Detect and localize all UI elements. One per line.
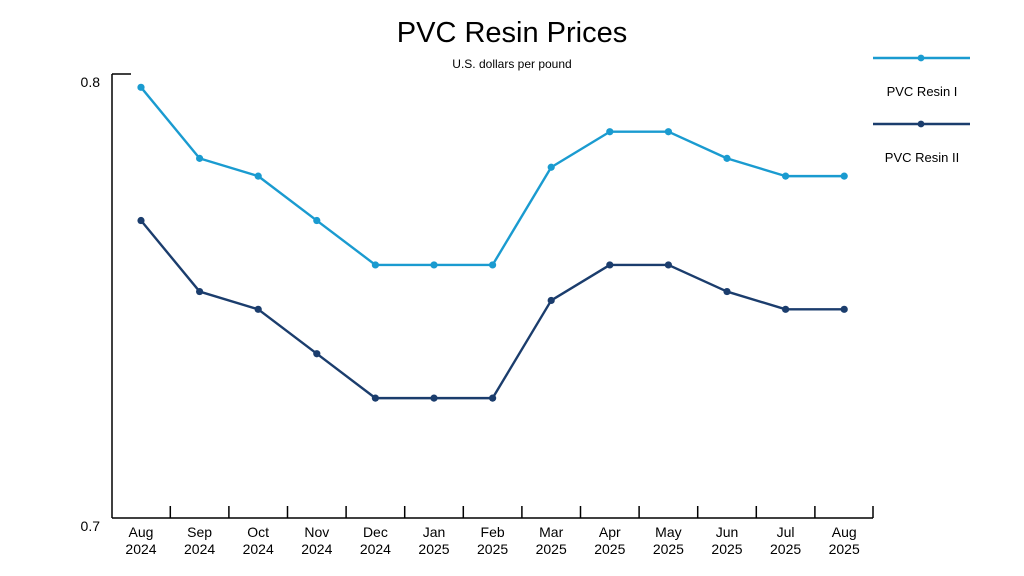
data-point	[723, 154, 731, 162]
legend-marker-1	[917, 54, 925, 62]
legend-marker-2	[917, 120, 925, 128]
legend: PVC Resin I PVC Resin II	[873, 54, 970, 165]
data-point	[371, 261, 379, 269]
data-point	[664, 261, 673, 269]
series-group	[137, 83, 848, 402]
data-point	[313, 350, 321, 358]
data-point	[606, 261, 614, 269]
legend-label-1: PVC Resin I	[887, 84, 958, 99]
data-point	[313, 216, 321, 225]
data-point	[137, 83, 145, 91]
x-tick-label: May 2025	[653, 524, 684, 557]
x-tick-label: Dec 2024	[360, 524, 391, 557]
x-tick-label: Jul 2025	[770, 524, 801, 557]
data-point	[547, 296, 555, 305]
data-point	[196, 287, 204, 296]
x-tick-label: Jun 2025	[711, 524, 742, 557]
y-tick-label: 0.7	[81, 518, 101, 534]
data-point	[254, 172, 262, 180]
x-tick-label: Sep 2024	[184, 524, 215, 557]
data-point	[489, 394, 497, 402]
data-point	[723, 287, 731, 296]
data-point	[840, 305, 848, 313]
data-point	[196, 154, 204, 162]
data-point	[430, 261, 438, 269]
data-point	[371, 394, 379, 402]
legend-label-2: PVC Resin II	[885, 150, 959, 165]
x-tick-label: Feb 2025	[477, 524, 508, 557]
x-tick-label: Mar 2025	[536, 524, 567, 557]
chart-title: PVC Resin Prices	[397, 17, 627, 49]
chart-subtitle: U.S. dollars per pound	[452, 57, 571, 71]
data-point	[489, 261, 497, 269]
series-line-1	[140, 86, 845, 267]
data-point	[430, 394, 438, 402]
data-point	[254, 305, 262, 313]
x-tick-label: Oct 2024	[243, 524, 274, 557]
axes: 0.7 0.8 Aug 2024 Sep 2024 Oct 2024 Nov 2024 Dec 202…	[81, 73, 874, 557]
data-point	[782, 172, 790, 180]
x-tick-label: Aug 2025	[829, 524, 860, 557]
y-tick-label: 0.8	[81, 74, 101, 90]
x-tick-label: Apr 2025	[594, 524, 625, 557]
data-point	[840, 172, 848, 180]
data-point	[547, 163, 555, 171]
series-line-2	[140, 219, 845, 400]
x-tick-label: Jan 2025	[418, 524, 449, 557]
data-point	[606, 128, 614, 136]
x-tick-label: Nov 2024	[301, 524, 332, 557]
x-tick-label: Aug 2024	[125, 524, 156, 557]
data-point	[137, 216, 145, 225]
data-point	[664, 128, 673, 136]
data-point	[782, 305, 790, 313]
